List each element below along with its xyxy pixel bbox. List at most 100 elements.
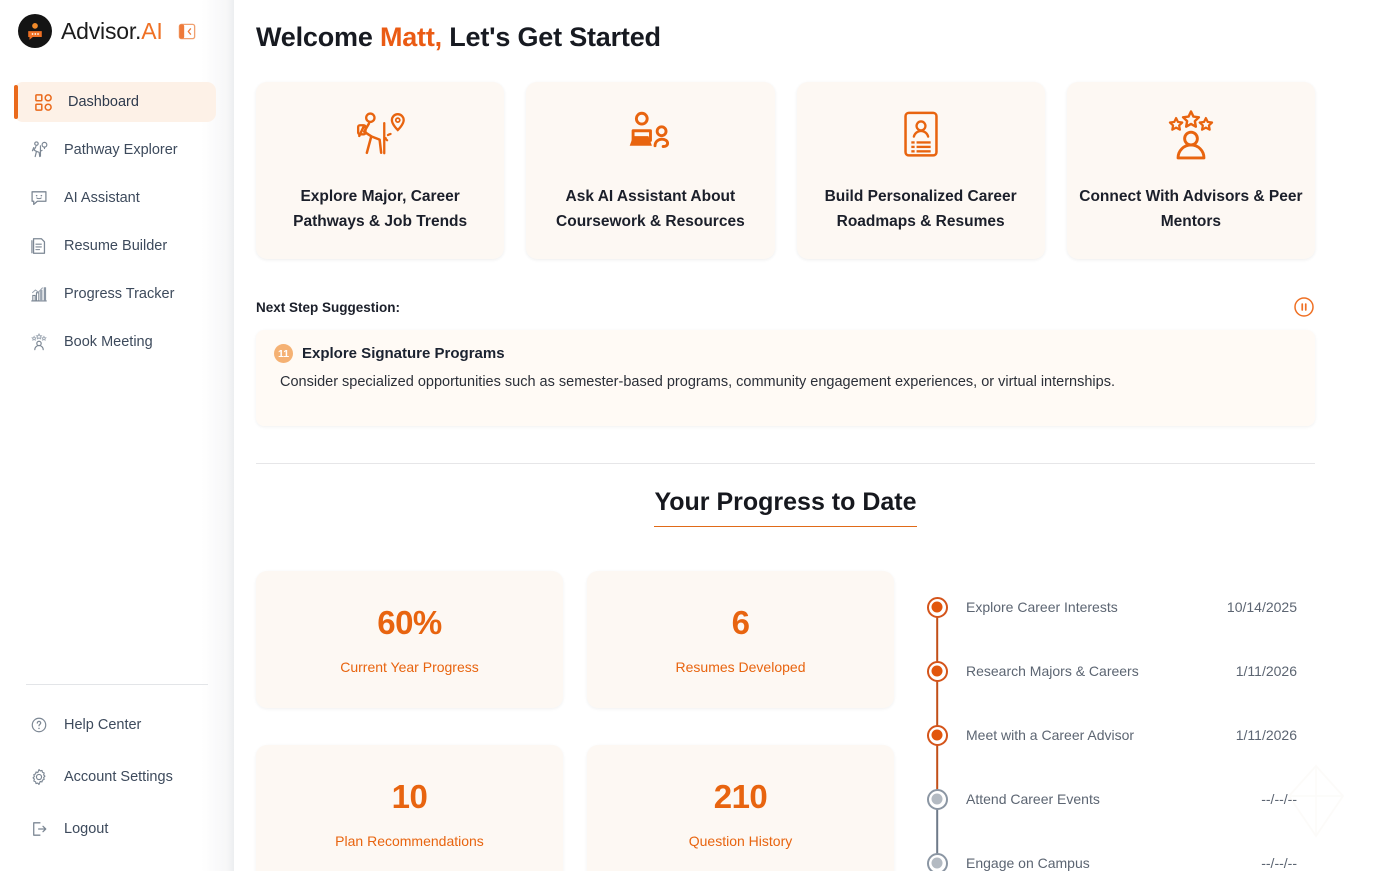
sidebar-item-book-meeting[interactable]: Book Meeting bbox=[14, 322, 216, 362]
timeline-connector bbox=[936, 735, 938, 799]
stat-label: Current Year Progress bbox=[340, 659, 479, 675]
stat-label: Question History bbox=[688, 832, 793, 849]
timeline-label: Research Majors & Careers bbox=[966, 663, 1139, 679]
status-badge: 11 bbox=[274, 344, 293, 363]
timeline-marker bbox=[922, 724, 952, 799]
grid-dashboard-icon bbox=[32, 91, 54, 113]
suggestion-heading-row: 11 Explore Signature Programs bbox=[274, 344, 1297, 363]
stat-card-question-history[interactable]: 210 Question History bbox=[587, 744, 894, 871]
stat-label: Plan Recommendations bbox=[335, 832, 484, 849]
feature-card-label: Build Personalized Career Roadmaps & Res… bbox=[824, 188, 1017, 230]
stat-card-resumes-developed[interactable]: 6 Resumes Developed bbox=[587, 571, 894, 708]
sidebar: Advisor.AI Dashb bbox=[0, 0, 234, 871]
sidebar-item-label: AI Assistant bbox=[64, 190, 140, 206]
sidebar-item-progress-tracker[interactable]: Progress Tracker bbox=[14, 274, 216, 314]
hiker-with-location-pin-icon bbox=[349, 107, 411, 169]
suggestion-heading: Explore Signature Programs bbox=[302, 345, 505, 362]
sidebar-item-label: Progress Tracker bbox=[64, 286, 175, 302]
section-divider bbox=[256, 463, 1315, 464]
stat-card-plan-recommendations[interactable]: 10 Plan Recommendations bbox=[256, 744, 563, 871]
sidebar-item-label: Help Center bbox=[64, 717, 142, 733]
feature-card-ask-ai-assistant[interactable]: Ask AI Assistant About Coursework & Reso… bbox=[526, 82, 775, 259]
chat-bubble-smile-icon bbox=[28, 187, 50, 209]
timeline-label: Meet with a Career Advisor bbox=[966, 727, 1135, 743]
greeting-prefix: Welcome bbox=[256, 22, 380, 52]
brand-header: Advisor.AI bbox=[0, 0, 234, 62]
timeline-date: 1/11/2026 bbox=[1235, 727, 1297, 743]
suggestion-card[interactable]: 11 Explore Signature Programs Consider s… bbox=[256, 330, 1315, 426]
sidebar-spacer bbox=[0, 366, 234, 684]
sidebar-item-help-center[interactable]: Help Center bbox=[14, 705, 216, 745]
progress-section-title: Your Progress to Date bbox=[654, 488, 917, 527]
sidebar-item-label: Book Meeting bbox=[64, 334, 153, 350]
timeline-marker bbox=[922, 852, 952, 871]
timeline-dot-completed-icon bbox=[926, 724, 948, 746]
timeline-dot-pending-icon bbox=[926, 788, 948, 810]
chat-person-logo-icon bbox=[18, 14, 52, 48]
sidebar-item-ai-assistant[interactable]: AI Assistant bbox=[14, 178, 216, 218]
timeline-item[interactable]: Attend Career Events --/--/-- bbox=[922, 767, 1315, 863]
sidebar-item-logout[interactable]: Logout bbox=[14, 809, 216, 849]
brand-name-accent: AI bbox=[141, 17, 163, 44]
sidebar-item-label: Pathway Explorer bbox=[64, 142, 178, 158]
timeline-item[interactable]: Engage on Campus --/--/-- bbox=[922, 831, 1315, 871]
sidebar-item-label: Account Settings bbox=[64, 769, 173, 785]
timeline-marker bbox=[922, 660, 952, 735]
timeline-item[interactable]: Research Majors & Careers 1/11/2026 bbox=[922, 639, 1315, 735]
timeline-date: 10/14/2025 bbox=[1226, 599, 1297, 615]
timeline-item[interactable]: Meet with a Career Advisor 1/11/2026 bbox=[922, 703, 1315, 799]
question-circle-icon bbox=[28, 714, 50, 736]
brand-name-main: Advisor. bbox=[61, 17, 142, 44]
timeline-date: 1/11/2026 bbox=[1235, 663, 1297, 679]
user-name: Matt, bbox=[379, 22, 442, 52]
pause-circle-icon[interactable] bbox=[1293, 296, 1315, 318]
sidebar-item-account-settings[interactable]: Account Settings bbox=[14, 757, 216, 797]
person-stars-icon bbox=[28, 331, 50, 353]
feature-card-label: Explore Major, Career Pathways & Job Tre… bbox=[293, 188, 468, 230]
sidebar-item-label: Resume Builder bbox=[64, 238, 168, 254]
progress-title-wrap: Your Progress to Date bbox=[256, 488, 1315, 527]
id-card-person-icon bbox=[892, 107, 950, 169]
gear-icon bbox=[28, 766, 50, 788]
timeline-item[interactable]: Explore Career Interests 10/14/2025 bbox=[922, 575, 1315, 671]
feature-card-label: Ask AI Assistant About Coursework & Reso… bbox=[556, 188, 745, 230]
sidebar-item-resume-builder[interactable]: Resume Builder bbox=[14, 226, 216, 266]
progress-grid: 60% Current Year Progress 6 Resumes Deve… bbox=[256, 571, 1315, 871]
sidebar-item-dashboard[interactable]: Dashboard bbox=[14, 82, 216, 122]
timeline-connector bbox=[936, 671, 938, 735]
stat-card-current-year-progress[interactable]: 60% Current Year Progress bbox=[256, 571, 563, 708]
timeline-dot-completed-icon bbox=[926, 596, 948, 618]
sidebar-item-label: Dashboard bbox=[68, 94, 139, 110]
feature-card-explore-pathways[interactable]: Explore Major, Career Pathways & Job Tre… bbox=[256, 82, 505, 259]
two-people-icon bbox=[619, 107, 681, 169]
timeline-label: Attend Career Events bbox=[966, 791, 1100, 807]
person-three-stars-icon bbox=[1160, 107, 1222, 169]
timeline-date: --/--/-- bbox=[1261, 791, 1297, 807]
sidebar-item-pathway-explorer[interactable]: Pathway Explorer bbox=[14, 130, 216, 170]
timeline-connector bbox=[936, 607, 938, 671]
stat-value: 210 bbox=[713, 777, 768, 815]
timeline-column: Explore Career Interests 10/14/2025 Rese… bbox=[922, 571, 1315, 871]
sidebar-bottom-nav: Help Center Account Settings bbox=[0, 699, 234, 871]
feature-card-connect-advisors[interactable]: Connect With Advisors & Peer Mentors bbox=[1066, 82, 1315, 259]
suggestion-header: Next Step Suggestion: bbox=[256, 296, 1315, 318]
stat-value: 6 bbox=[731, 604, 750, 641]
page-title: Welcome Matt, Let's Get Started bbox=[256, 22, 1315, 53]
sidebar-nav: Dashboard Pathway Explorer bbox=[0, 78, 234, 366]
stats-column: 60% Current Year Progress 6 Resumes Deve… bbox=[256, 571, 894, 871]
greeting-suffix: Let's Get Started bbox=[441, 22, 661, 52]
document-resume-icon bbox=[28, 235, 50, 257]
main-content: Welcome Matt, Let's Get Started Ex bbox=[234, 0, 1375, 871]
sidebar-collapse-icon[interactable] bbox=[178, 19, 200, 43]
stat-label: Resumes Developed bbox=[675, 659, 806, 675]
feature-card-build-roadmaps[interactable]: Build Personalized Career Roadmaps & Res… bbox=[796, 82, 1045, 259]
feature-card-label: Connect With Advisors & Peer Mentors bbox=[1079, 188, 1303, 230]
logout-arrow-icon bbox=[28, 818, 50, 840]
feature-cards-row: Explore Major, Career Pathways & Job Tre… bbox=[256, 82, 1315, 259]
timeline-dot-pending-icon bbox=[926, 852, 948, 871]
timeline-marker bbox=[922, 596, 952, 671]
timeline-dot-completed-icon bbox=[926, 660, 948, 682]
timeline-date: --/--/-- bbox=[1261, 855, 1297, 871]
suggestion-body: Consider specialized opportunities such … bbox=[280, 374, 1115, 390]
